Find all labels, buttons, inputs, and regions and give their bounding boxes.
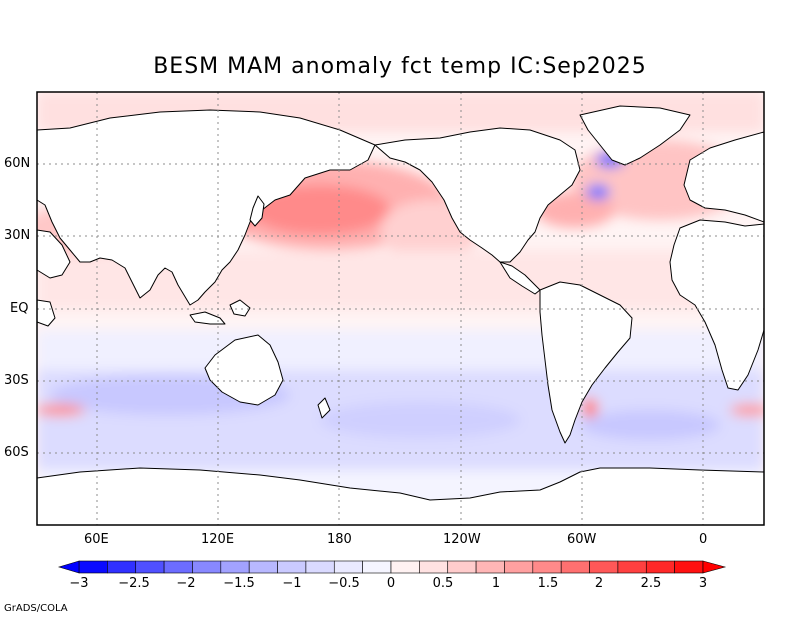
colorbar-swatch bbox=[674, 560, 704, 574]
colorbar-swatch bbox=[560, 560, 590, 574]
colorbar-swatch bbox=[192, 560, 222, 574]
lat-label-60n: 60N bbox=[4, 156, 31, 171]
lat-label-30n: 30N bbox=[4, 228, 31, 243]
colorbar-swatch bbox=[475, 560, 505, 574]
colorbar-label: −0.5 bbox=[328, 576, 360, 591]
colorbar-swatch bbox=[362, 560, 392, 574]
colorbar-swatch bbox=[504, 560, 534, 574]
lon-label-60w: 60W bbox=[567, 532, 597, 547]
chart-title: BESM MAM anomaly fct temp IC:Sep2025 bbox=[153, 54, 647, 79]
colorbar-label: 3 bbox=[698, 576, 708, 591]
lon-label-180: 180 bbox=[327, 532, 352, 547]
colorbar-label: 2 bbox=[594, 576, 604, 591]
colorbar-swatch bbox=[447, 560, 477, 574]
lat-label-30s: 30S bbox=[4, 373, 29, 388]
colorbar-label: −3 bbox=[69, 576, 89, 591]
colorbar-swatch bbox=[617, 560, 647, 574]
colorbar-label: 0.5 bbox=[432, 576, 454, 591]
lon-label-60e: 60E bbox=[84, 532, 109, 547]
colorbar-label: 1.5 bbox=[537, 576, 559, 591]
colorbar-label: 2.5 bbox=[640, 576, 662, 591]
colorbar-swatch bbox=[78, 560, 108, 574]
lat-label-eq: EQ bbox=[10, 301, 29, 316]
colorbar-swatch bbox=[163, 560, 193, 574]
lat-label-60s: 60S bbox=[4, 445, 29, 460]
colorbar-swatch bbox=[305, 560, 335, 574]
colorbar-swatch bbox=[248, 560, 278, 574]
colorbar-swatch bbox=[333, 560, 363, 574]
colorbar-swatch bbox=[419, 560, 449, 574]
colorbar-label: −2 bbox=[176, 576, 196, 591]
colorbar-swatch bbox=[589, 560, 619, 574]
colorbar bbox=[57, 560, 727, 574]
colorbar-swatch bbox=[645, 560, 675, 574]
colorbar-label: 1 bbox=[491, 576, 501, 591]
colorbar-swatch bbox=[135, 560, 165, 574]
colorbar-swatch bbox=[390, 560, 420, 574]
colorbar-swatch bbox=[220, 560, 250, 574]
colorbar-max-arrow bbox=[702, 560, 727, 574]
colorbar-min-arrow bbox=[57, 560, 80, 574]
colorbar-swatch bbox=[277, 560, 307, 574]
lon-label-120w: 120W bbox=[443, 532, 481, 547]
colorbar-label: −2.5 bbox=[118, 576, 150, 591]
colorbar-swatch bbox=[107, 560, 137, 574]
lon-label-0: 0 bbox=[699, 532, 708, 547]
colorbar-label: 0 bbox=[386, 576, 396, 591]
credit-text: GrADS/COLA bbox=[4, 603, 68, 614]
map-frame bbox=[36, 91, 765, 526]
colorbar-label: −1 bbox=[282, 576, 302, 591]
colorbar-label: −1.5 bbox=[223, 576, 255, 591]
graticule bbox=[37, 92, 764, 525]
colorbar-swatch bbox=[532, 560, 562, 574]
lon-label-120e: 120E bbox=[201, 532, 235, 547]
